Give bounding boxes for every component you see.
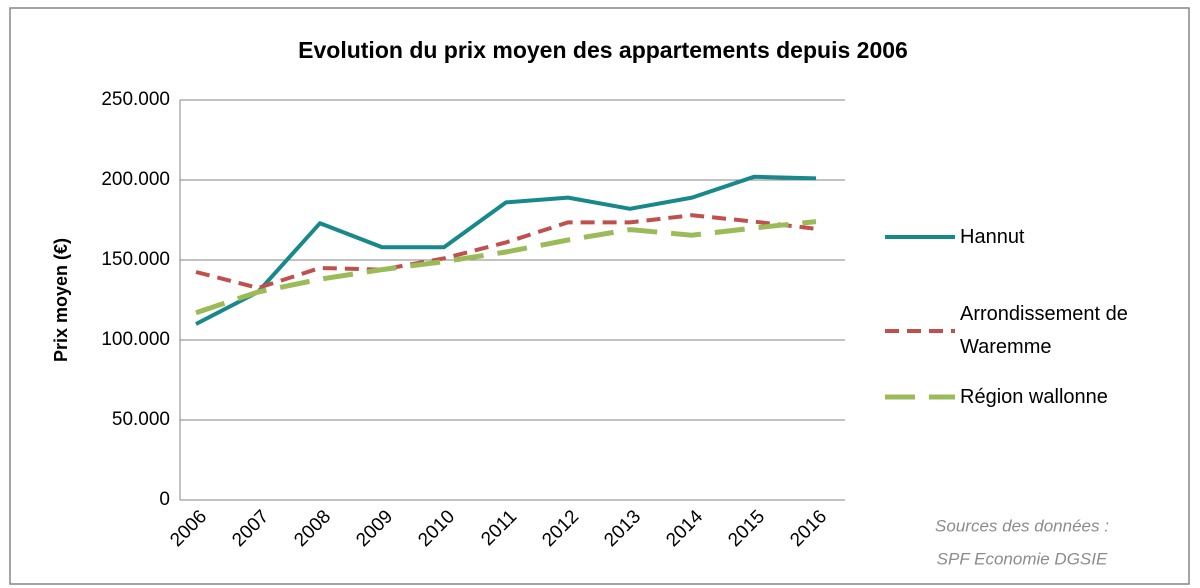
y-tick-label: 150.000: [101, 249, 170, 270]
series-line: [195, 219, 817, 316]
legend-label: Arrondissement de Waremme: [960, 303, 1128, 358]
x-tick-label: 2010: [414, 506, 459, 551]
y-axis-label: Prix moyen (€): [51, 238, 71, 362]
legend-label: Région wallonne: [960, 385, 1108, 408]
x-tick-label: 2014: [662, 506, 707, 551]
source-note: Sources des données :: [935, 516, 1109, 535]
y-tick-label: 250.000: [101, 89, 170, 110]
y-tick-label: 100.000: [101, 329, 170, 350]
x-tick-label: 2007: [228, 506, 273, 551]
x-tick-label: 2016: [786, 506, 831, 551]
x-tick-label: 2006: [166, 506, 211, 551]
series-line: [195, 213, 817, 290]
x-tick-label: 2013: [600, 506, 645, 551]
y-tick-label: 200.000: [101, 169, 170, 190]
x-tick-label: 2011: [477, 506, 521, 550]
chart-border: [9, 7, 1190, 585]
source-note: SPF Economie DGSIE: [937, 549, 1108, 568]
chart-title: Evolution du prix moyen des appartements…: [298, 37, 908, 63]
x-tick-label: 2012: [538, 506, 583, 551]
x-tick-label: 2009: [352, 506, 397, 551]
legend-label: Hannut: [960, 225, 1025, 248]
y-tick-label: 50.000: [112, 409, 170, 430]
x-tick-label: 2008: [290, 506, 335, 551]
x-tick-label: 2015: [724, 506, 769, 551]
series-line: [195, 174, 817, 326]
y-tick-label: 0: [159, 489, 170, 510]
